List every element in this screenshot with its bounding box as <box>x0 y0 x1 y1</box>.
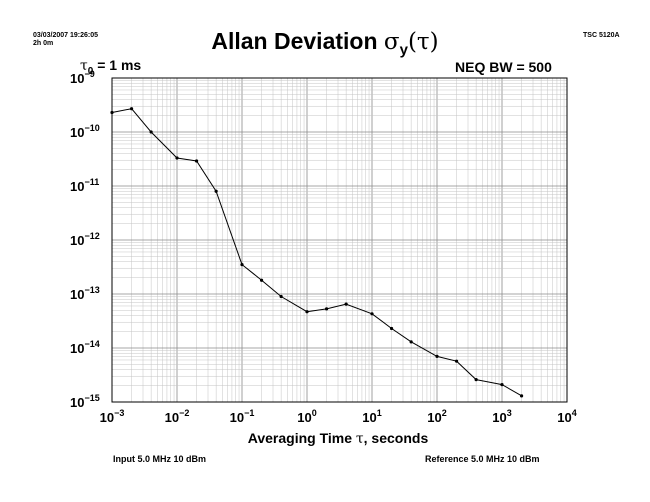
tau0-subscript: 0 <box>87 65 94 77</box>
duration: 2h 0m <box>33 40 54 47</box>
data-point <box>500 383 504 387</box>
data-point <box>279 294 283 299</box>
data-point <box>305 310 309 314</box>
input-info: Input 5.0 MHz 10 dBm <box>113 454 207 464</box>
y-tick-label: 10−12 <box>70 231 100 248</box>
y-tick-label: 10−9 <box>70 69 95 86</box>
data-point <box>519 394 524 398</box>
data-point <box>454 359 459 363</box>
x-tick-label: 10−1 <box>230 408 255 425</box>
y-tick-label: 10−10 <box>70 123 100 140</box>
grid-lines <box>111 78 567 403</box>
adev-series <box>110 107 524 398</box>
tau0-symbol: τ <box>80 58 88 74</box>
title-argument: (τ) <box>407 29 439 55</box>
reference-info: Reference 5.0 MHz 10 dBm <box>425 454 540 464</box>
x-tick-label: 104 <box>557 408 576 425</box>
x-axis-label: Averaging Time τ, seconds <box>0 430 650 447</box>
data-point <box>194 159 199 163</box>
x-tick-label: 10−2 <box>165 408 190 425</box>
data-point <box>240 263 244 267</box>
data-point <box>409 340 413 344</box>
y-tick-labels: 10−9 10−10 10−11 10−12 10−13 10−14 10−15 <box>70 69 100 410</box>
title-main: Allan Deviation <box>211 28 384 54</box>
title-subscript: y <box>399 41 408 59</box>
x-tick-labels: 10−3 10−2 10−1 100 101 102 103 104 <box>100 408 577 425</box>
y-tick-label: 10−14 <box>70 339 100 356</box>
x-tick-label: 100 <box>297 408 316 425</box>
adev-line <box>111 108 522 397</box>
xlabel-tau: τ <box>355 431 364 447</box>
x-tick-label: 103 <box>492 408 511 425</box>
xlabel-post: , seconds <box>363 430 429 446</box>
timestamp: 03/03/2007 19:26:05 <box>33 32 98 39</box>
data-point <box>129 107 134 111</box>
x-tick-label: 101 <box>362 408 381 425</box>
data-point <box>214 189 218 193</box>
data-point <box>389 326 394 331</box>
chart-title: Allan Deviation σy(τ) <box>0 28 650 59</box>
data-point <box>324 307 329 311</box>
data-point <box>149 130 153 134</box>
device-model: TSC 5120A <box>583 32 620 39</box>
data-point <box>259 278 264 282</box>
data-point <box>175 156 179 160</box>
tau0-value: = 1 ms <box>93 57 142 73</box>
data-point <box>474 377 478 382</box>
y-tick-label: 10−15 <box>70 393 100 410</box>
x-tick-label: 10−3 <box>100 408 125 425</box>
data-point <box>370 312 374 316</box>
y-tick-label: 10−13 <box>70 285 100 302</box>
data-point <box>110 110 114 115</box>
data-point <box>435 354 439 358</box>
plot-frame <box>111 77 568 403</box>
neq-bw-annotation: NEQ BW = 500 <box>455 59 552 75</box>
y-tick-label: 10−11 <box>70 177 99 194</box>
x-tick-label: 102 <box>427 408 446 425</box>
data-point <box>344 302 348 306</box>
xlabel-pre: Averaging Time <box>247 430 356 446</box>
title-sigma: σ <box>383 29 400 55</box>
tau0-annotation: τ0 = 1 ms <box>80 57 141 77</box>
